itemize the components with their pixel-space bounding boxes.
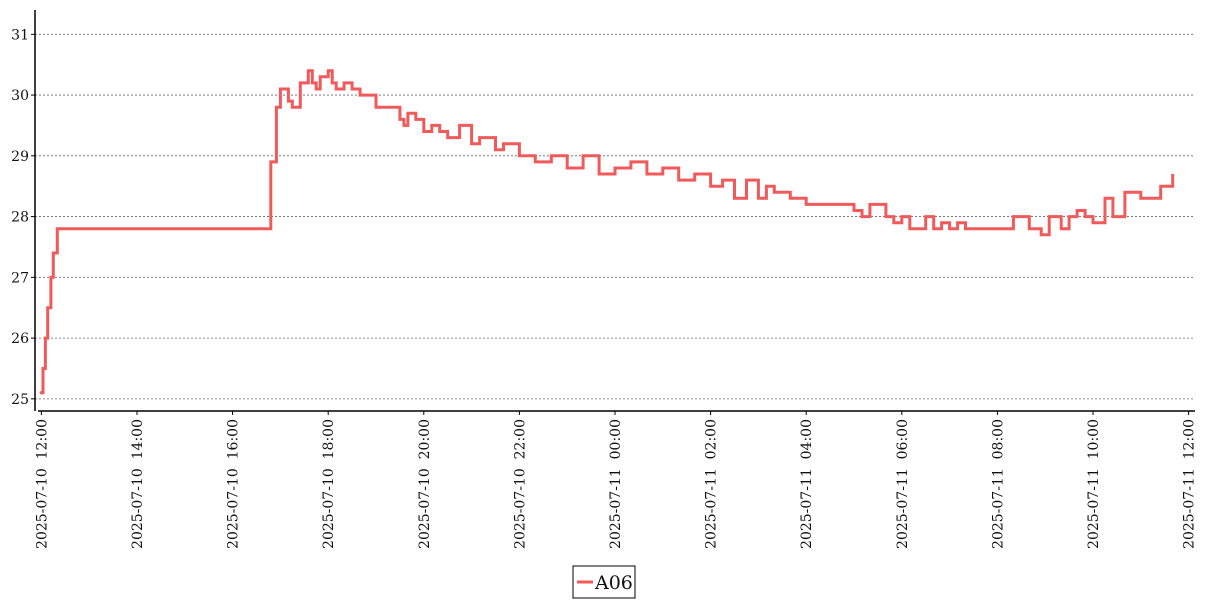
x-tick-label: 2025-07-10 12:00 bbox=[34, 419, 50, 549]
y-tick-label: 30 bbox=[11, 88, 29, 104]
x-tick-label: 2025-07-10 22:00 bbox=[512, 419, 528, 549]
y-tick-label: 28 bbox=[11, 210, 29, 226]
grid-lines bbox=[35, 33, 1195, 400]
x-tick-label: 2025-07-11 12:00 bbox=[1182, 419, 1198, 549]
y-tick-label: 26 bbox=[11, 331, 29, 347]
x-tick-label: 2025-07-10 16:00 bbox=[226, 419, 242, 549]
x-tick-label: 2025-07-11 02:00 bbox=[704, 419, 720, 549]
x-tick-label: 2025-07-11 10:00 bbox=[1086, 419, 1102, 549]
y-tick-label: 31 bbox=[11, 27, 29, 43]
axes bbox=[34, 10, 1195, 412]
series-lines bbox=[39, 69, 1175, 395]
y-tick-labels: 25 26 27 28 29 30 31 bbox=[11, 27, 35, 408]
legend[interactable]: A06 bbox=[572, 565, 636, 599]
x-tick-label: 2025-07-11 00:00 bbox=[608, 419, 624, 549]
series-line-a06 bbox=[39, 69, 1175, 395]
y-tick-label: 29 bbox=[11, 149, 29, 165]
x-tick-label: 2025-07-11 08:00 bbox=[990, 419, 1006, 549]
y-tick-label: 25 bbox=[11, 392, 29, 408]
x-tick-label: 2025-07-10 14:00 bbox=[130, 419, 146, 549]
x-tick-label: 2025-07-11 06:00 bbox=[895, 419, 911, 549]
legend-label: A06 bbox=[594, 572, 633, 594]
x-tick-label: 2025-07-11 04:00 bbox=[799, 419, 815, 549]
x-tick-labels: 2025-07-10 12:00 2025-07-10 14:00 2025-07-… bbox=[34, 411, 1198, 549]
y-tick-label: 27 bbox=[11, 270, 29, 286]
x-tick-label: 2025-07-10 18:00 bbox=[321, 419, 337, 549]
x-tick-label: 2025-07-10 20:00 bbox=[417, 419, 433, 549]
